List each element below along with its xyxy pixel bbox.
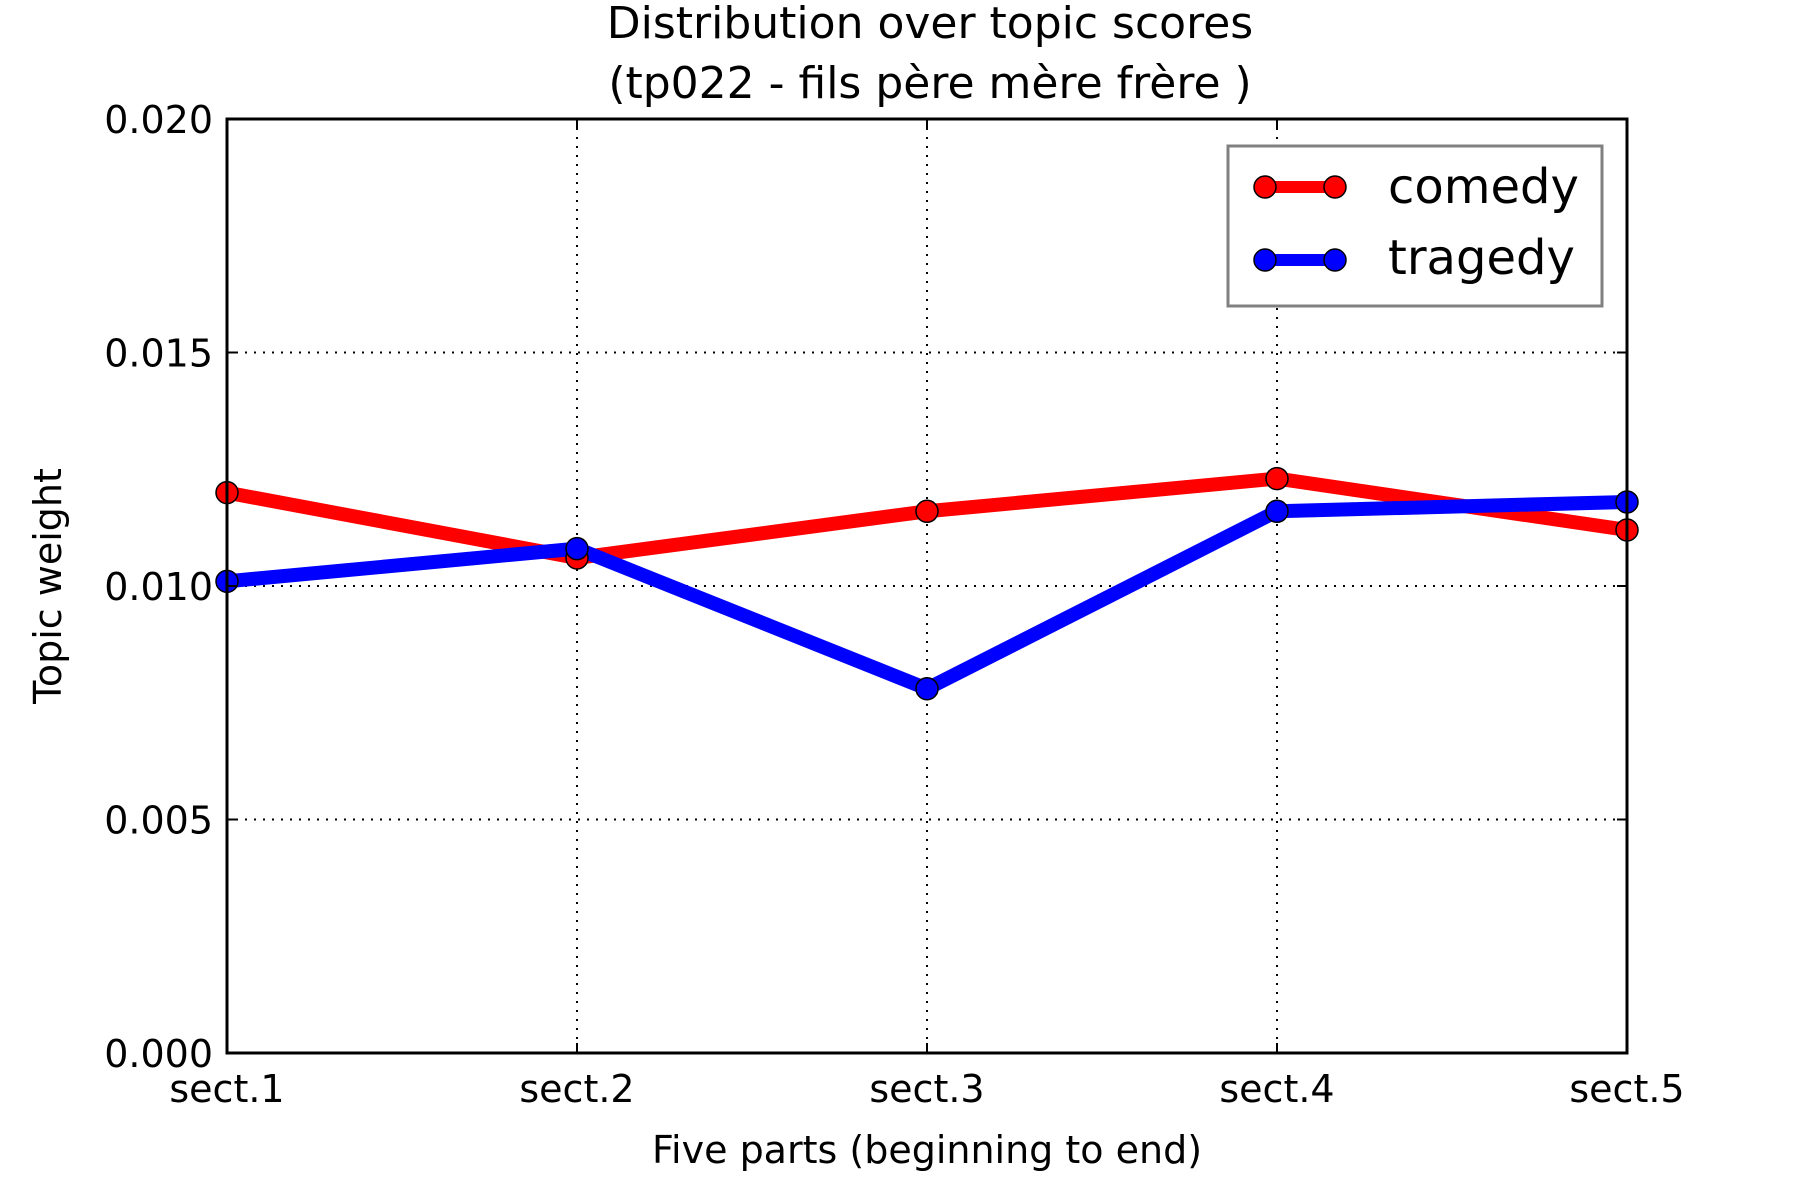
y-tick-labels: 0.000 0.005 0.010 0.015 0.020 [104, 98, 1627, 1076]
point-tragedy-3 [915, 676, 939, 701]
point-tragedy-2 [565, 536, 589, 561]
y-axis-label: Topic weight [26, 468, 70, 705]
x-tick-label-2: sect.2 [519, 1067, 634, 1111]
y-tick-label-0: 0.000 [104, 1032, 213, 1076]
x-tick-label-5: sect.5 [1569, 1067, 1684, 1111]
y-tick-label-4: 0.020 [104, 98, 213, 142]
chart-subtitle: (tp022 - fils père mère frère ) [608, 58, 1251, 109]
series-markers [215, 466, 1639, 701]
y-tick-label-3: 0.015 [104, 332, 213, 376]
legend: comedy tragedy [1226, 144, 1604, 308]
x-tick-label-3: sect.3 [869, 1067, 984, 1111]
legend-marker-comedy-start [1253, 175, 1277, 199]
y-tick-label-1: 0.005 [104, 799, 213, 843]
x-tick-label-1: sect.1 [169, 1067, 284, 1111]
x-axis-label: Five parts (beginning to end) [652, 1128, 1202, 1172]
y-tick-label-2: 0.010 [104, 565, 213, 609]
legend-marker-comedy-end [1323, 175, 1347, 199]
legend-label-tragedy: tragedy [1388, 230, 1575, 286]
x-tick-label-4: sect.4 [1219, 1067, 1334, 1111]
legend-label-comedy: comedy [1388, 159, 1579, 215]
x-tick-labels: sect.1 sect.2 sect.3 sect.4 sect.5 [169, 119, 1685, 1111]
legend-box [1226, 144, 1604, 308]
point-comedy-3 [915, 499, 939, 524]
point-tragedy-4 [1265, 499, 1289, 524]
legend-marker-tragedy-end [1323, 248, 1347, 272]
chart-title: Distribution over topic scores [607, 0, 1253, 49]
legend-marker-tragedy-start [1253, 248, 1277, 272]
point-comedy-4 [1265, 466, 1289, 491]
